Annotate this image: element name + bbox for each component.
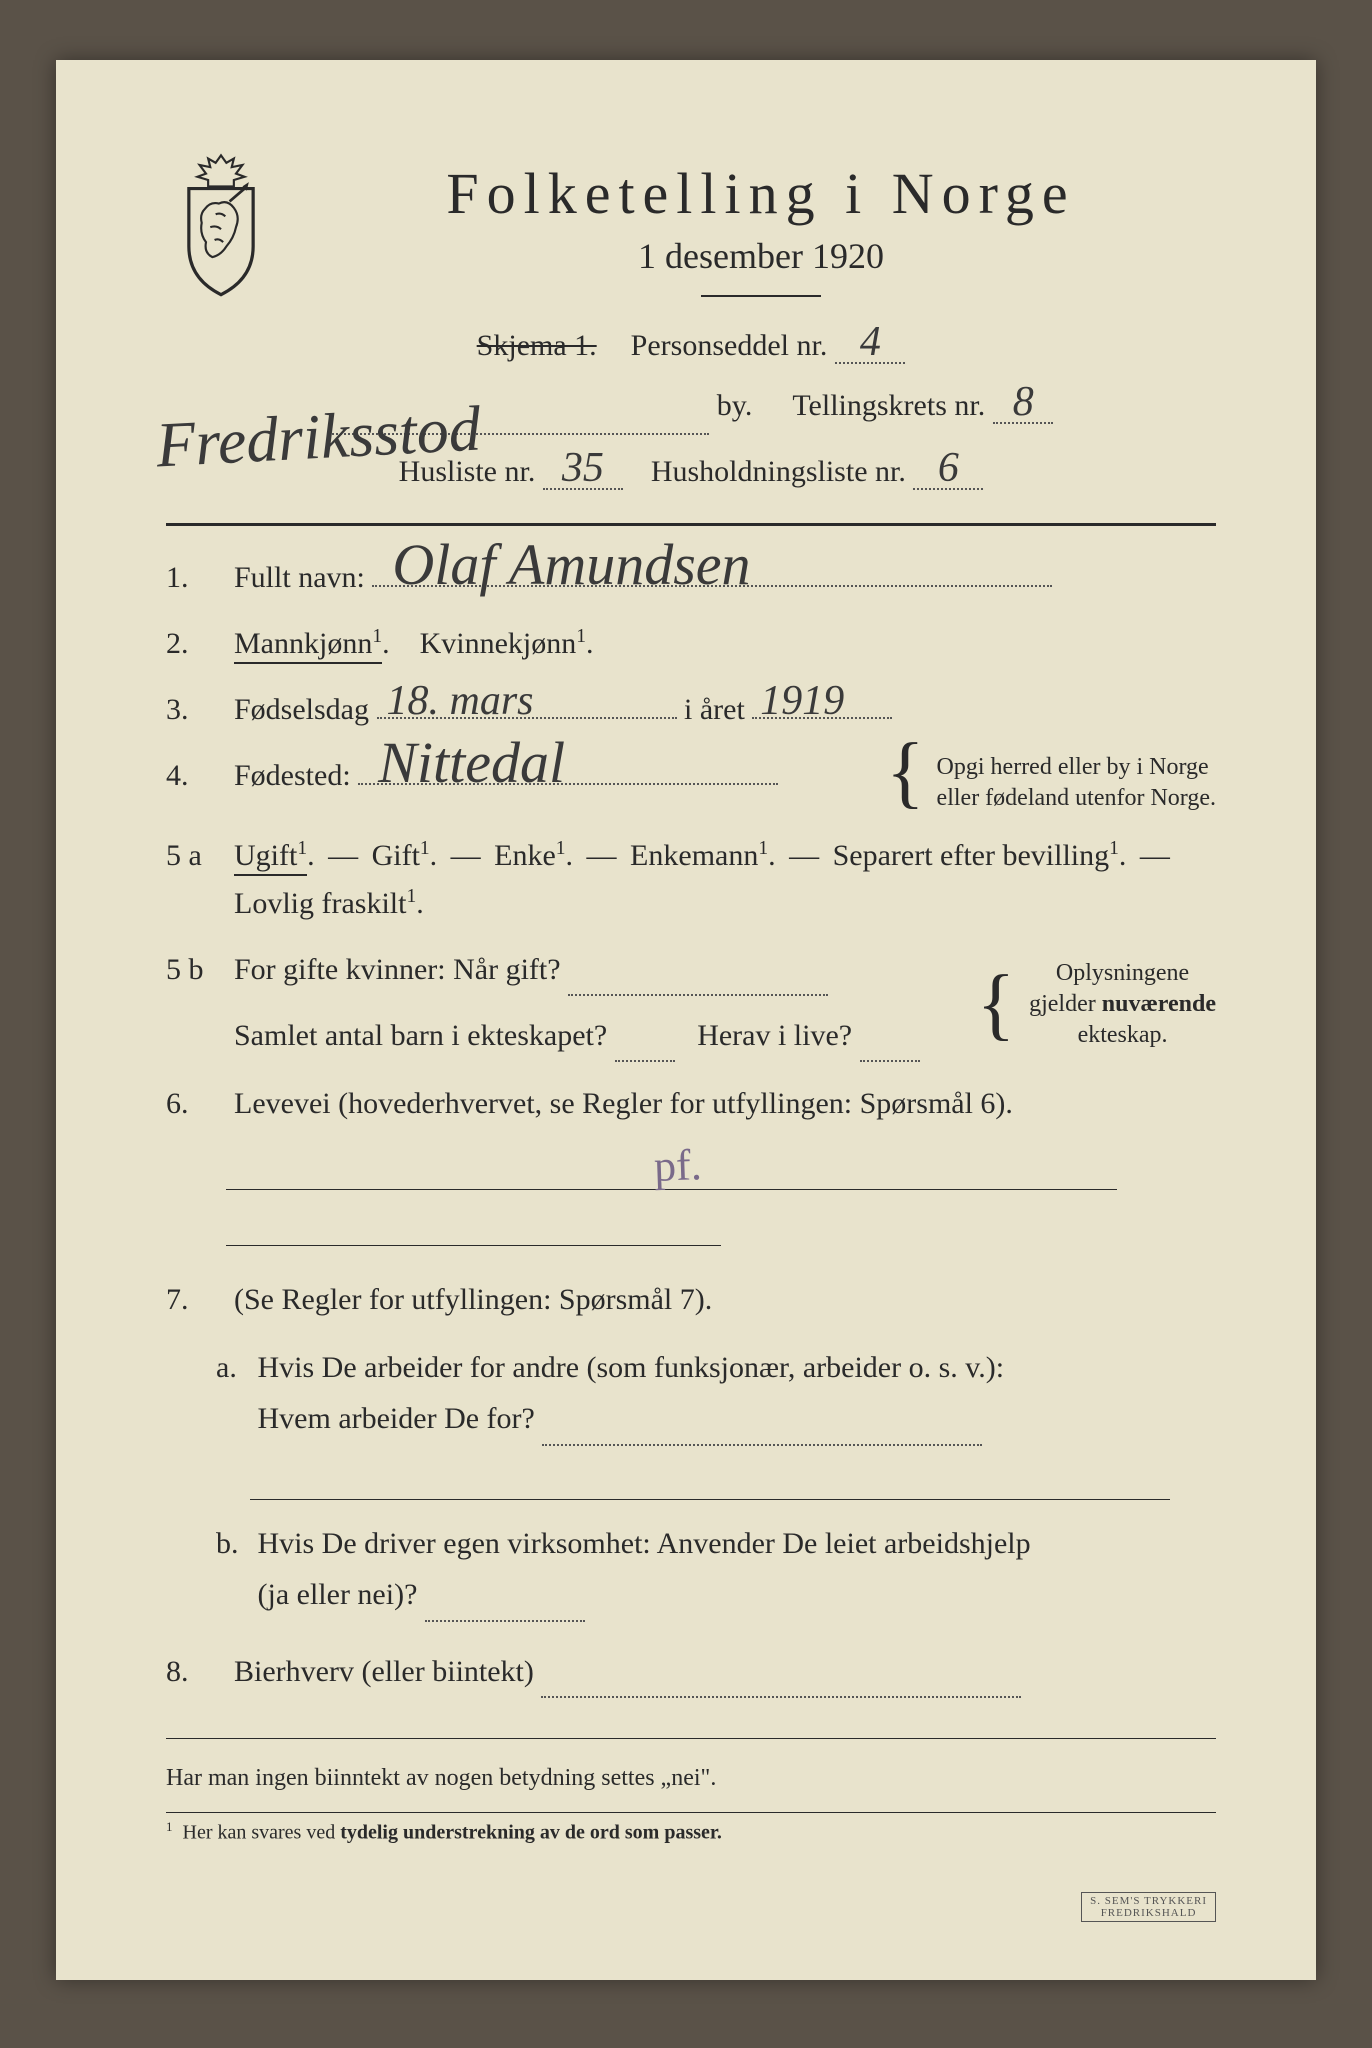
printer-stamp: S. SEM'S TRYKKERI FREDRIKSHALD (1081, 1892, 1216, 1922)
husholdningsliste-value: 6 (913, 450, 983, 490)
q4-note: Opgi herred eller by i Norge eller fødel… (937, 752, 1216, 814)
census-form-page: Folketelling i Norge 1 desember 1920 Fre… (56, 60, 1316, 1980)
q3-label: Fødselsdag (234, 693, 369, 726)
q1-label: Fullt navn: (234, 561, 365, 594)
q8-label: Bierhverv (eller biintekt) (234, 1655, 534, 1688)
personseddel-label: Personseddel nr. (631, 319, 828, 373)
q6-number: 6. (166, 1080, 216, 1128)
q5b-number: 5 b (166, 946, 216, 994)
title-divider (701, 295, 821, 297)
q3-number: 3. (166, 686, 216, 734)
q5a-separert: Separert efter bevilling1 (833, 839, 1119, 872)
main-title: Folketelling i Norge (306, 160, 1216, 227)
q4-value: Nittedal (378, 737, 565, 789)
q8-number: 8. (166, 1648, 216, 1696)
q5a-number: 5 a (166, 832, 216, 880)
q4-number: 4. (166, 752, 216, 800)
q6-answer-area: pf. (226, 1148, 1216, 1246)
q3-i-aret: i året (684, 693, 745, 726)
section-divider (166, 523, 1216, 526)
question-6: 6. Levevei (hovederhvervet, se Regler fo… (166, 1080, 1216, 1128)
q7a-text2: Hvem arbeider De for? (258, 1402, 535, 1435)
footer-divider (166, 1738, 1216, 1739)
q5a-gift: Gift1 (372, 839, 430, 872)
question-5b: 5 b For gifte kvinner: Når gift? Samlet … (166, 946, 1216, 1062)
question-7b: b. Hvis De driver egen virksomhet: Anven… (216, 1518, 1216, 1622)
q7-number: 7. (166, 1276, 216, 1324)
q2-mann: Mannkjønn1 (234, 627, 382, 664)
skjema-label-struck: Skjema 1. (477, 319, 597, 373)
by-label: by. (717, 379, 753, 433)
q5a-fraskilt: Lovlig fraskilt1 (234, 887, 416, 920)
question-7a: a. Hvis De arbeider for andre (som funks… (216, 1342, 1216, 1500)
question-4: 4. Fødested: Nittedal { Opgi herred elle… (166, 752, 1216, 814)
q6-label: Levevei (hovederhvervet, se Regler for u… (234, 1087, 1013, 1120)
title-block: Folketelling i Norge 1 desember 1920 (306, 150, 1216, 309)
q1-value: Olaf Amundsen (392, 539, 750, 591)
q1-number: 1. (166, 554, 216, 602)
q2-number: 2. (166, 620, 216, 668)
husliste-value: 35 (543, 450, 623, 490)
question-7: 7. (Se Regler for utfyllingen: Spørsmål … (166, 1276, 1216, 1324)
q5a-ugift: Ugift1 (234, 839, 307, 876)
brace-icon: { (886, 752, 924, 792)
form-header: Folketelling i Norge 1 desember 1920 (166, 150, 1216, 309)
tellingskrets-label: Tellingskrets nr. (792, 379, 985, 433)
question-2: 2. Mannkjønn1. Kvinnekjønn1. (166, 620, 1216, 668)
q4-label: Fødested: (234, 759, 351, 792)
personseddel-value: 4 (835, 324, 905, 364)
q5a-enke: Enke1 (494, 839, 565, 872)
q2-kvinne: Kvinnekjønn1 (420, 627, 586, 660)
q7-label: (Se Regler for utfyllingen: Spørsmål 7). (234, 1283, 712, 1316)
q5a-enkemann: Enkemann1 (630, 839, 768, 872)
question-3: 3. Fødselsdag 18. mars i året 1919 (166, 686, 1216, 734)
q3-year: 1919 (760, 683, 844, 721)
tellingskrets-value: 8 (993, 384, 1053, 424)
q5b-line1: For gifte kvinner: Når gift? (234, 953, 561, 986)
subtitle-date: 1 desember 1920 (306, 235, 1216, 277)
q5b-line2b: Herav i live? (697, 1019, 852, 1052)
q5b-line2a: Samlet antal barn i ekteskapet? (234, 1019, 607, 1052)
q3-day-month: 18. mars (387, 683, 534, 721)
coat-of-arms-icon (166, 150, 276, 300)
q7a-text1: Hvis De arbeider for andre (som funksjon… (258, 1351, 1005, 1384)
q7b-text2: (ja eller nei)? (258, 1578, 418, 1611)
brace-icon: { (977, 984, 1015, 1024)
husholdningsliste-label: Husholdningsliste nr. (651, 455, 906, 488)
question-5a: 5 a Ugift1. — Gift1. — Enke1. — Enkemann… (166, 832, 1216, 928)
question-1: 1. Fullt navn: Olaf Amundsen (166, 554, 1216, 602)
footnote: 1 Her kan svares ved tydelig understrekn… (166, 1812, 1216, 1845)
q5b-note: Oplysningene gjelder nuværende ekteskap. (1029, 958, 1216, 1052)
footer-note: Har man ingen biinntekt av nogen betydni… (166, 1765, 1216, 1792)
q6-value: pf. (653, 1140, 702, 1193)
question-8: 8. Bierhverv (eller biintekt) (166, 1648, 1216, 1698)
q7b-text1: Hvis De driver egen virksomhet: Anvender… (258, 1527, 1031, 1560)
